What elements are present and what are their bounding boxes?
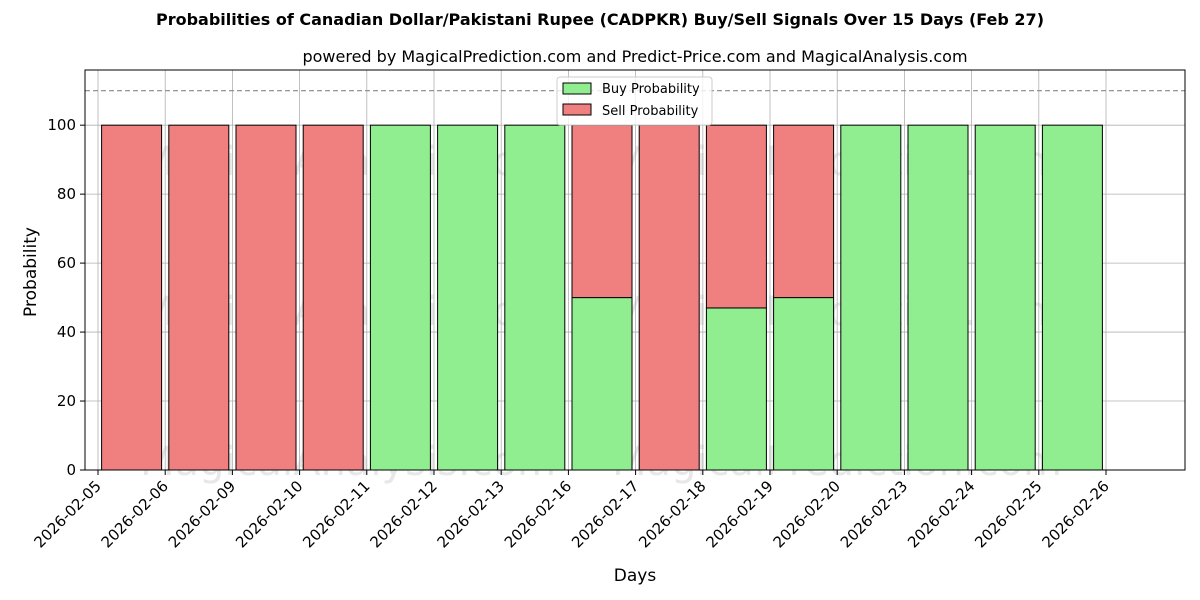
x-tick-label: 2026-02-06: [98, 477, 172, 551]
legend-label-buy: Buy Probability: [602, 82, 700, 97]
x-tick-label: 2026-02-18: [635, 477, 709, 551]
legend: Buy Probability Sell Probability: [556, 76, 713, 126]
sell-bar: [235, 124, 297, 471]
buy-bar: [974, 124, 1036, 471]
sell-bar: [101, 124, 163, 471]
plot-frame: [84, 69, 1186, 471]
sell-bar: [168, 124, 230, 471]
buy-bar: [1041, 124, 1103, 471]
legend-swatch-sell: [562, 103, 592, 116]
chart-subtitle: powered by MagicalPrediction.com and Pre…: [302, 47, 967, 66]
buy-bar: [504, 124, 566, 471]
sell-bar: [705, 124, 767, 309]
x-tick-label: 2026-02-19: [702, 477, 776, 551]
buy-bar: [369, 124, 431, 471]
x-tick-label: 2026-02-10: [232, 477, 306, 551]
x-tick-label: 2026-02-05: [30, 477, 104, 551]
x-tick-label: 2026-02-24: [904, 477, 978, 551]
buy-bar: [907, 124, 969, 471]
x-tick-label: 2026-02-12: [366, 477, 440, 551]
bars: [101, 124, 1103, 471]
legend-label-sell: Sell Probability: [602, 104, 699, 119]
y-tick-label: 20: [57, 392, 76, 410]
x-tick-label: 2026-02-13: [434, 477, 508, 551]
legend-box: [556, 76, 713, 126]
chart-title: Probabilities of Canadian Dollar/Pakista…: [156, 10, 1044, 29]
x-tick-label: 2026-02-16: [501, 477, 575, 551]
y-tick-label: 60: [57, 254, 76, 272]
y-axis-label: Probability: [21, 227, 41, 317]
sell-bar: [638, 124, 700, 471]
x-tick-label: 2026-02-20: [770, 477, 844, 551]
x-axis-label: Days: [614, 566, 657, 586]
y-axis-ticks: 0 20 40 60 80 100: [47, 116, 85, 479]
y-tick-label: 80: [57, 185, 76, 203]
sell-bar: [571, 124, 633, 299]
x-tick-label: 2026-02-23: [837, 477, 911, 551]
y-tick-label: 0: [66, 461, 76, 479]
buy-bar: [840, 124, 902, 471]
y-tick-label: 40: [57, 323, 76, 341]
x-tick-label: 2026-02-26: [1038, 477, 1112, 551]
x-tick-label: 2026-02-11: [299, 477, 373, 551]
sell-bar: [302, 124, 364, 471]
buy-bar: [773, 297, 835, 471]
legend-swatch-buy: [562, 82, 592, 95]
sell-bar: [773, 124, 835, 299]
x-tick-label: 2026-02-09: [165, 477, 239, 551]
x-tick-label: 2026-02-17: [568, 477, 642, 551]
buy-bar: [571, 297, 633, 471]
x-tick-label: 2026-02-25: [971, 477, 1045, 551]
buy-bar: [437, 124, 499, 471]
y-tick-label: 100: [47, 116, 76, 134]
buy-bar: [705, 307, 767, 471]
